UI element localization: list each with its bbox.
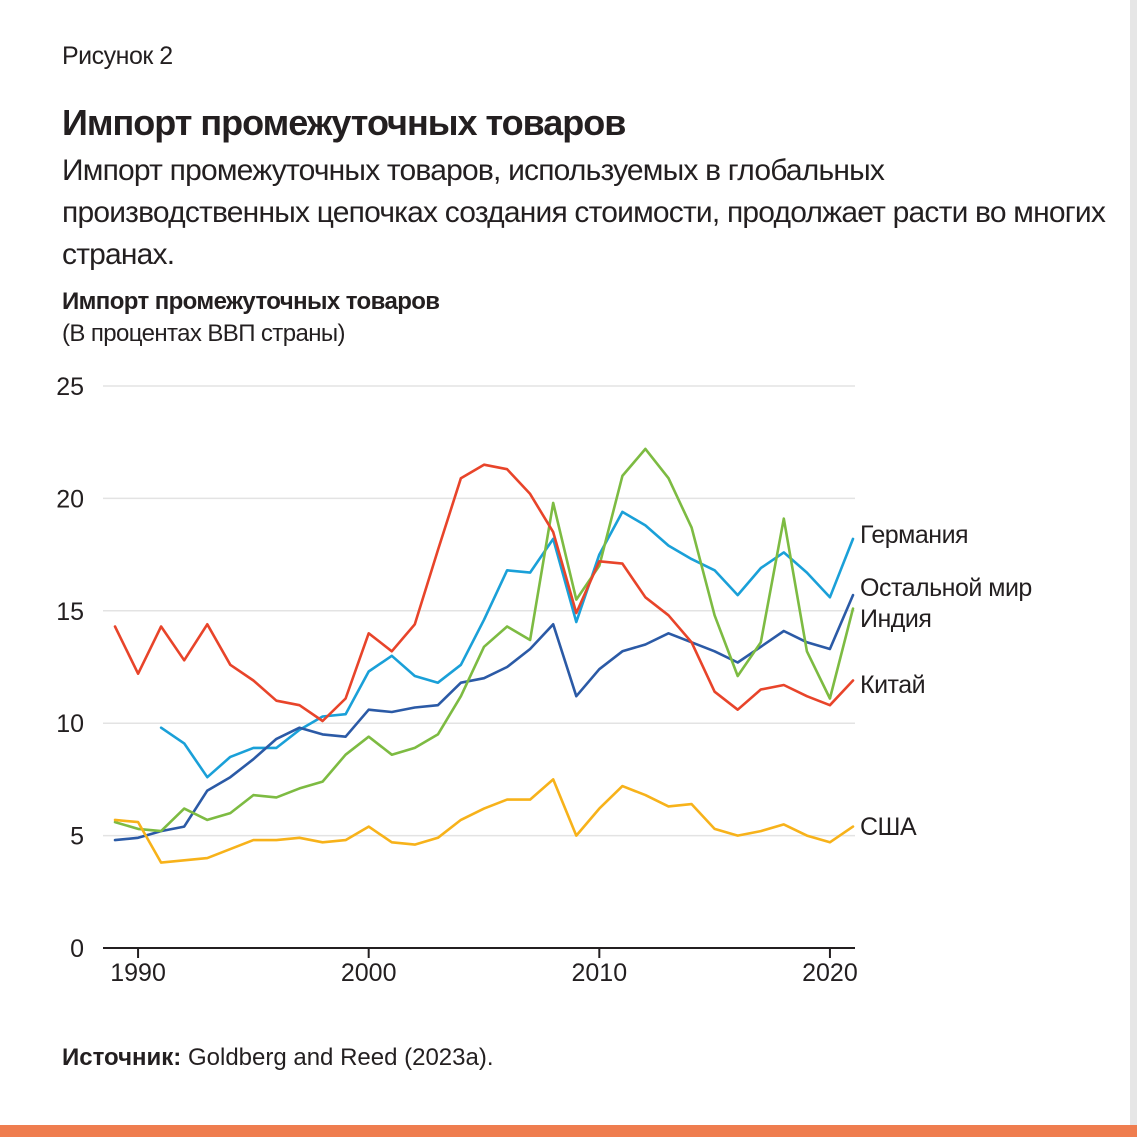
y-tick-label: 0 <box>70 935 84 963</box>
x-tick-label: 2020 <box>802 959 858 987</box>
series-label-india: Индия <box>860 605 931 633</box>
axis-title: Импорт промежуточных товаров <box>62 288 440 315</box>
series-line-india <box>113 447 855 833</box>
series-label-usa: США <box>860 813 917 841</box>
series-label-china: Китай <box>860 671 925 699</box>
bottom-accent-bar <box>0 1125 1137 1137</box>
x-tick-label: 1990 <box>110 959 166 987</box>
y-tick-label: 25 <box>56 373 84 401</box>
source-label: Источник: <box>62 1044 182 1071</box>
axis-subtitle: (В процентах ВВП страны) <box>62 320 346 347</box>
series-lines <box>113 447 855 864</box>
x-tick-label: 2000 <box>341 959 397 987</box>
source-note: Источник: Goldberg and Reed (2023a). <box>62 1044 494 1072</box>
y-tick-label: 5 <box>70 823 84 851</box>
series-line-china <box>113 463 855 723</box>
series-label-germany: Германия <box>860 521 968 549</box>
right-edge-strip <box>1130 0 1137 1125</box>
source-text: Goldberg and Reed (2023a). <box>181 1044 494 1071</box>
y-tick-label: 20 <box>56 485 84 513</box>
series-line-usa <box>113 778 855 864</box>
y-tick-label: 10 <box>56 710 84 738</box>
gridlines <box>103 385 855 837</box>
series-label-rest: Остальной мир <box>860 574 1032 602</box>
x-axis: 1990 2000 2010 2020 <box>103 947 858 987</box>
chart-title: Импорт промежуточных товаров <box>62 102 626 143</box>
x-tick-label: 2010 <box>572 959 628 987</box>
chart-subtitle: Импорт промежуточных товаров, используем… <box>62 154 1106 271</box>
y-axis-ticks: 0 5 10 15 20 25 <box>56 373 84 963</box>
series-labels: Германия Остальной мир Индия Китай США <box>860 521 1032 841</box>
series-line-rest <box>113 593 855 842</box>
y-tick-label: 15 <box>56 598 84 626</box>
series-line-germany <box>159 510 855 779</box>
figure-label: Рисунок 2 <box>62 42 173 70</box>
